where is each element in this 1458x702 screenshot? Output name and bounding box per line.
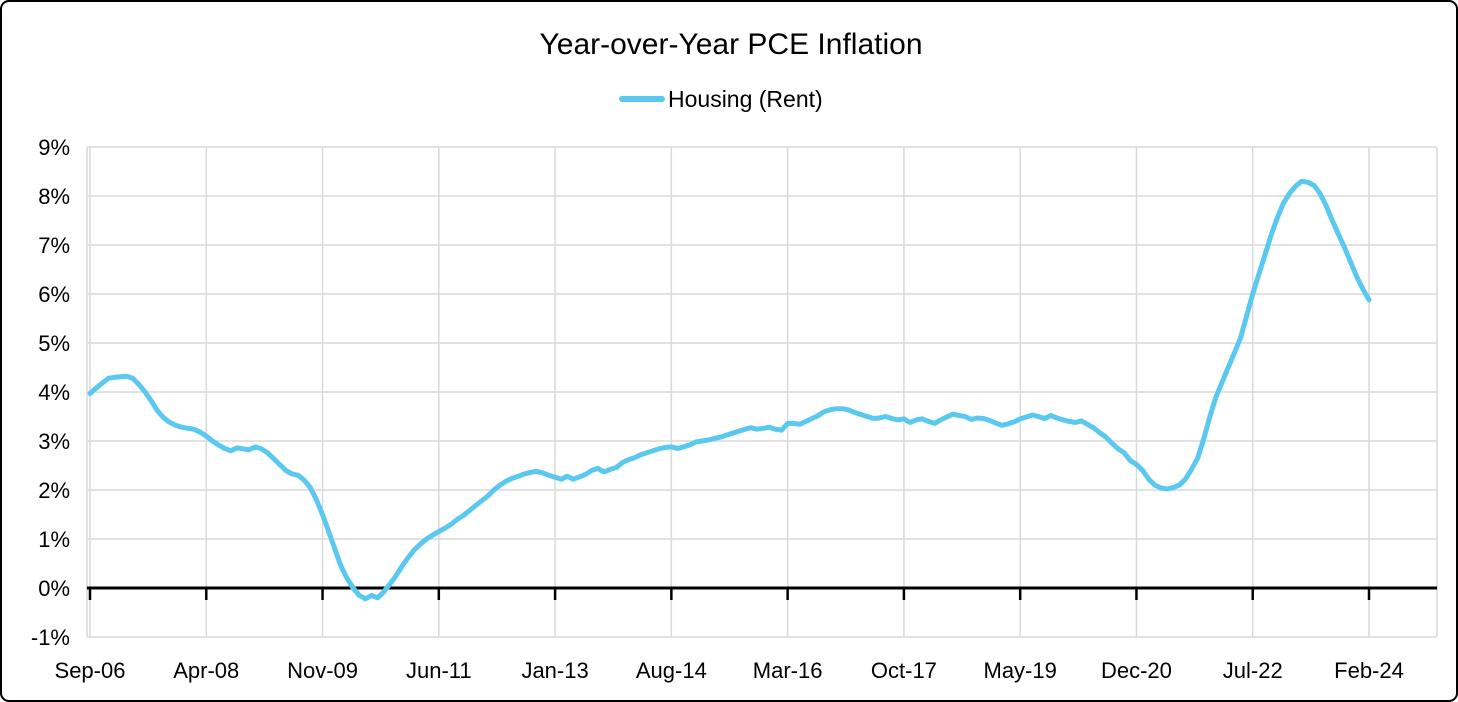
y-tick-label-4pct: 4% — [38, 380, 70, 405]
y-tick-label-2pct: 2% — [38, 478, 70, 503]
x-tick-label-Sep-06: Sep-06 — [55, 658, 126, 683]
x-tick-label-Dec-20: Dec-20 — [1101, 658, 1172, 683]
y-tick-label-3pct: 3% — [38, 429, 70, 454]
x-tick-label-Aug-14: Aug-14 — [636, 658, 707, 683]
x-tick-label-Jul-22: Jul-22 — [1223, 658, 1283, 683]
y-tick-label-7pct: 7% — [38, 233, 70, 258]
x-tick-label-Nov-09: Nov-09 — [287, 658, 358, 683]
y-tick-label-6pct: 6% — [38, 282, 70, 307]
y-tick-label-0pct: 0% — [38, 576, 70, 601]
x-tick-label-Feb-24: Feb-24 — [1334, 658, 1404, 683]
x-tick-label-Jan-13: Jan-13 — [521, 658, 588, 683]
legend-label: Housing (Rent) — [668, 86, 823, 112]
y-tick-label-8pct: 8% — [38, 184, 70, 209]
legend: Housing (Rent) — [619, 86, 823, 112]
x-tick-label-Apr-08: Apr-08 — [173, 658, 239, 683]
y-tick-label-1pct: 1% — [38, 527, 70, 552]
y-tick-label-5pct: 5% — [38, 331, 70, 356]
y-tick-label--1pct: -1% — [31, 625, 70, 650]
x-axis — [87, 586, 1437, 600]
y-tick-label-9pct: 9% — [38, 135, 70, 160]
x-tick-label-May-19: May-19 — [984, 658, 1057, 683]
x-axis-labels: Sep-06 Apr-08 Nov-09 Jun-11 Jan-13 Aug-14 Mar-… — [55, 658, 1404, 683]
y-axis-labels: 9% 8% 7% 6% 5% 4% 3% 2% 1% 0% -1% — [31, 135, 70, 650]
chart-title: Year-over-Year PCE Inflation — [540, 28, 923, 61]
gridlines — [86, 146, 1438, 638]
x-tick-label-Mar-16: Mar-16 — [753, 658, 823, 683]
x-tick-label-Jun-11: Jun-11 — [406, 658, 472, 683]
x-tick-label-Oct-17: Oct-17 — [871, 658, 937, 683]
series-line-housing-rent — [87, 178, 1372, 602]
